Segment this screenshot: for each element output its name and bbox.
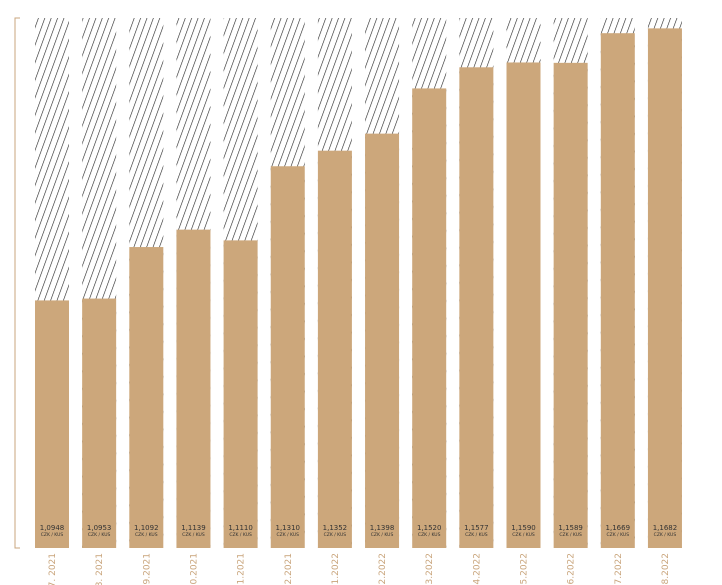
x-tick-label: 3.2022 [425,553,435,585]
unit-label: CZK / KUS [607,532,630,538]
bar [506,62,541,548]
unit-label: CZK / KUS [465,532,488,538]
value-label: 1,0953 [87,524,112,532]
x-tick-label: 11.2021 [237,553,247,585]
value-label: 1,1669 [606,524,631,532]
value-label: 1,1590 [511,524,536,532]
unit-label: CZK / KUS [229,532,252,538]
unit-label: CZK / KUS [276,532,299,538]
x-tick-label: 7. 2021 [48,553,58,585]
bar [365,133,400,549]
unit-label: CZK / KUS [135,532,158,538]
unit-label: CZK / KUS [371,532,394,538]
value-label: 1,1589 [558,524,583,532]
bracket [14,17,20,549]
value-label: 1,0948 [40,524,65,532]
value-label: 1,1398 [370,524,395,532]
unit-label: CZK / KUS [41,532,64,538]
value-label: 1,1310 [276,524,301,532]
unit-label: CZK / KUS [88,532,111,538]
x-tick-label: 8.2022 [661,553,671,585]
bar [412,88,447,548]
bar [270,166,305,548]
bar [35,300,69,548]
unit-label: CZK / KUS [559,532,582,538]
unit-label: CZK / KUS [182,532,205,538]
bar [223,240,258,548]
bar [600,33,635,549]
x-tick-label: 6.2022 [567,553,577,585]
value-label: 1,1092 [134,524,159,532]
x-tick-label: 5.2022 [520,553,530,585]
value-label: 1,1139 [181,524,206,532]
unit-label: CZK / KUS [512,532,535,538]
x-tick-label: 2.2022 [378,553,388,585]
bar [553,62,588,548]
value-label: 1,1577 [464,524,489,532]
x-tick-label: 12.2021 [284,553,294,585]
value-label: 1,1682 [653,524,678,532]
value-label: 1,1352 [323,524,348,532]
x-tick-label: 8. 2021 [95,553,105,585]
bar [176,229,211,548]
bar [129,247,164,548]
bar [82,298,117,548]
bar [459,67,494,549]
unit-label: CZK / KUS [418,532,441,538]
x-tick-label: 9.2021 [142,553,152,585]
unit-label: CZK / KUS [324,532,347,538]
value-label: 1,1520 [417,524,442,532]
value-label: 1,1110 [228,524,253,532]
unit-label: CZK / KUS [654,532,677,538]
x-tick-label: 7.2022 [614,553,624,585]
bar [647,28,682,548]
x-tick-label: 1.2022 [331,553,341,585]
x-tick-label: 10.2021 [189,553,199,585]
bar [317,150,352,549]
x-tick-label: 4.2022 [472,553,482,585]
